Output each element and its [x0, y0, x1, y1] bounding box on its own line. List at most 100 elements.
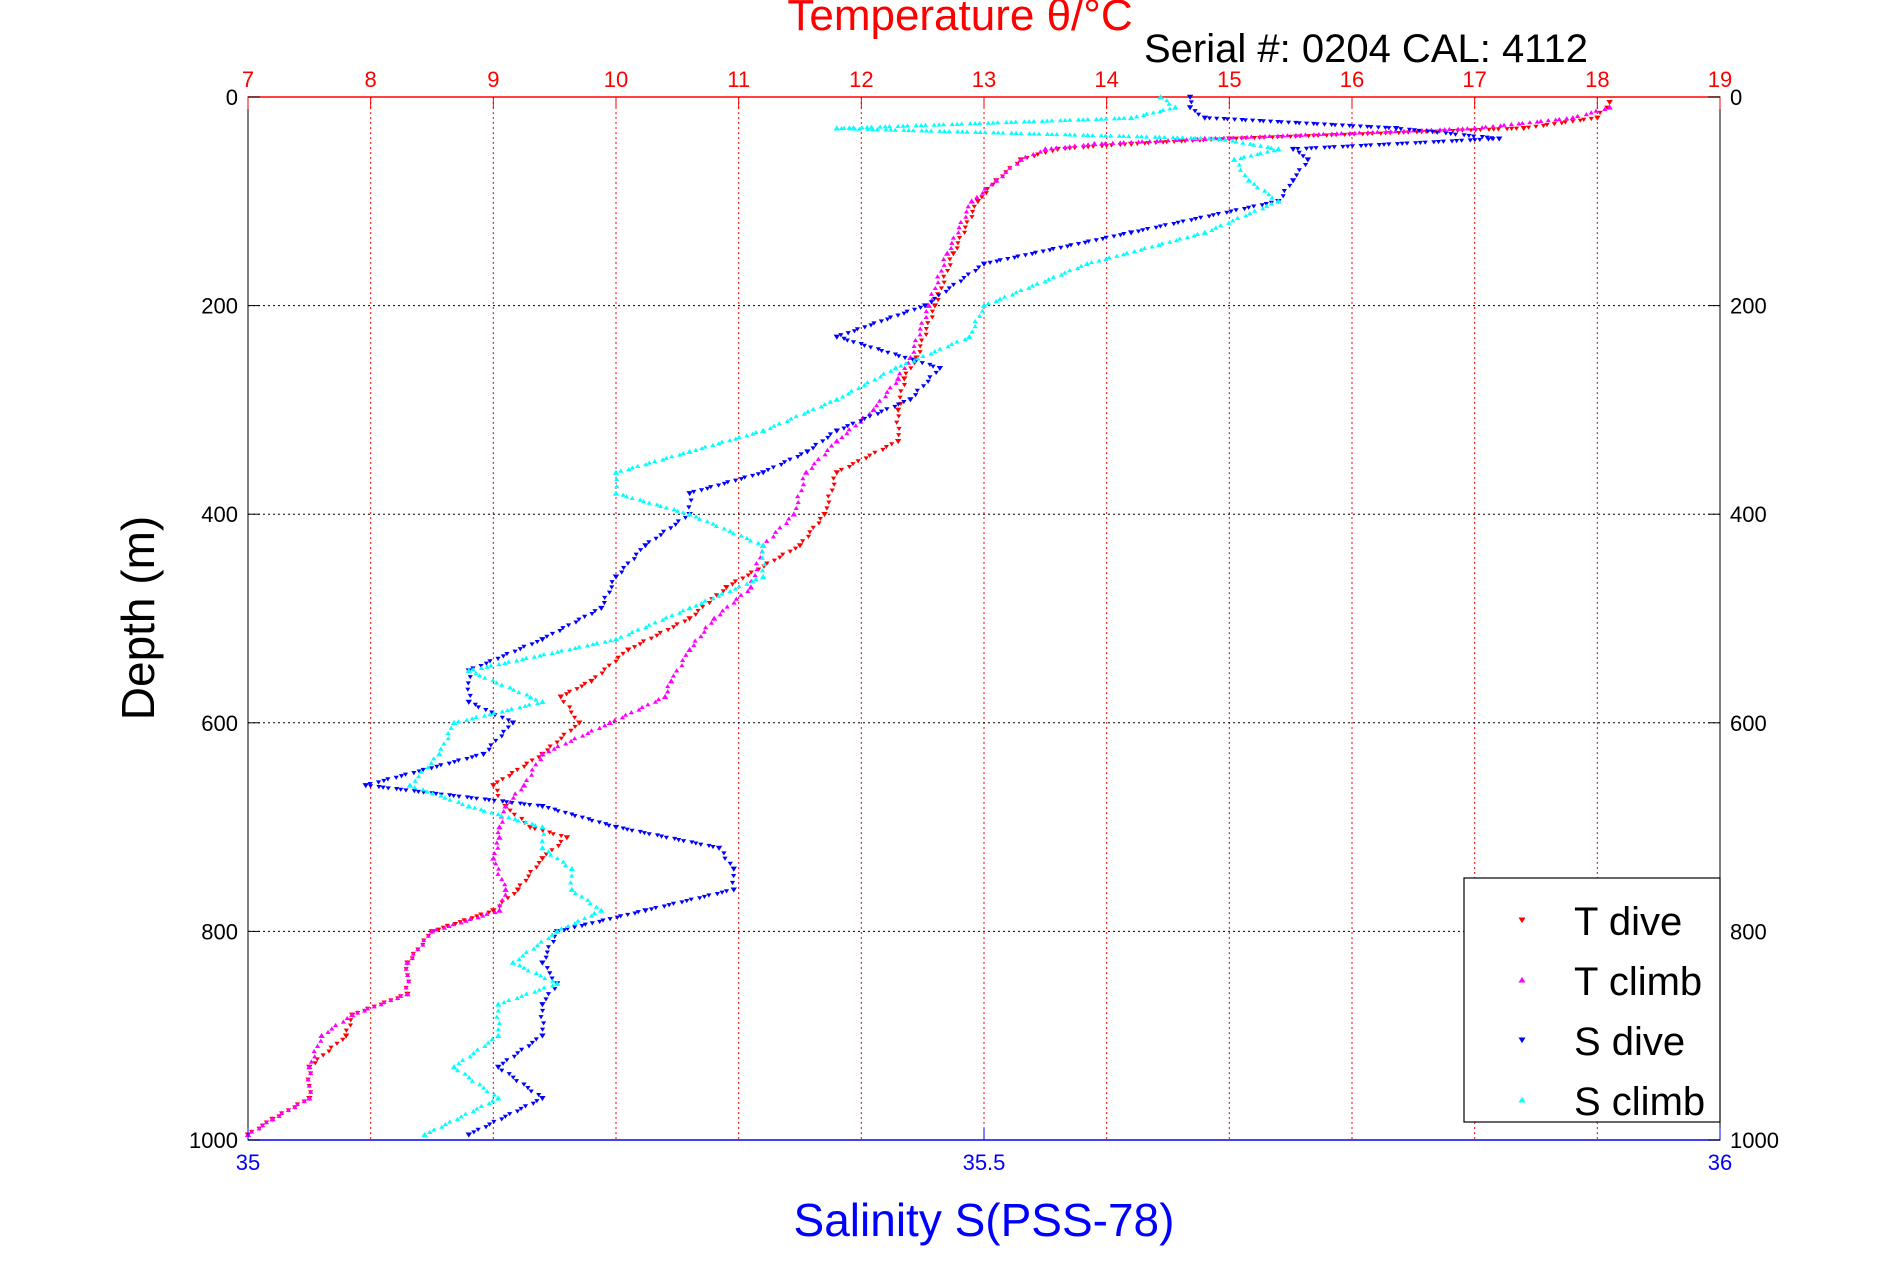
data-point [499, 682, 505, 687]
data-point [1054, 131, 1060, 137]
data-point [347, 1023, 354, 1028]
data-point [579, 894, 585, 899]
data-point [504, 1058, 510, 1063]
data-point [660, 457, 666, 462]
data-point [838, 333, 844, 338]
data-point [575, 918, 581, 923]
data-point [846, 427, 852, 432]
data-point [495, 1095, 502, 1101]
data-point [935, 297, 941, 303]
data-point [545, 992, 552, 997]
data-point [896, 433, 902, 438]
data-point [420, 767, 426, 773]
data-point [394, 787, 400, 792]
data-point [469, 755, 475, 760]
data-point [1240, 140, 1246, 145]
data-point [1278, 120, 1284, 125]
data-point [880, 371, 887, 376]
data-point [1556, 116, 1562, 121]
data-point [1067, 268, 1073, 273]
data-point [1128, 139, 1134, 145]
data-point [525, 968, 531, 973]
data-point [676, 838, 682, 843]
data-point [1098, 116, 1104, 121]
salinity-tick-label: 35 [236, 1150, 260, 1175]
data-point [380, 785, 386, 790]
data-point [813, 442, 819, 448]
data-point [569, 812, 575, 817]
data-point [565, 623, 572, 628]
data-point [962, 336, 968, 342]
data-point [1455, 126, 1461, 131]
data-point [433, 927, 439, 932]
data-point [597, 919, 603, 925]
data-point [500, 777, 506, 782]
data-point [710, 615, 718, 621]
data-point [969, 329, 975, 334]
data-point [1209, 227, 1215, 233]
data-point [491, 850, 498, 855]
data-point [1242, 172, 1248, 178]
data-point [487, 1122, 493, 1127]
data-point [544, 634, 550, 639]
data-point [1376, 143, 1382, 148]
data-point [1588, 110, 1594, 115]
data-point [517, 962, 523, 968]
data-point [495, 1008, 501, 1013]
data-point [495, 1001, 502, 1007]
data-point [637, 497, 643, 502]
data-point [1472, 138, 1478, 143]
data-point [490, 783, 497, 789]
data-point [533, 1037, 539, 1042]
data-point [1593, 108, 1599, 113]
data-point [675, 519, 681, 524]
data-point [588, 728, 595, 733]
data-point [478, 1103, 484, 1108]
data-point [1575, 113, 1581, 118]
data-point [1404, 141, 1410, 146]
data-point [962, 225, 968, 230]
data-point [977, 120, 983, 126]
data-point [555, 743, 561, 749]
data-point [1206, 116, 1213, 121]
data-point [509, 771, 515, 776]
data-point [572, 724, 578, 730]
data-point [1215, 211, 1221, 217]
data-point [777, 525, 783, 530]
data-point [637, 548, 644, 553]
data-point [793, 413, 799, 419]
data-point [993, 298, 999, 304]
data-point [730, 531, 736, 536]
data-point [1365, 130, 1371, 135]
data-point [671, 507, 677, 512]
data-point [928, 128, 934, 133]
data-point [465, 803, 472, 809]
data-point [1021, 119, 1027, 124]
data-point [340, 1037, 346, 1042]
data-point [710, 442, 716, 448]
data-point [967, 121, 973, 126]
data-point [1015, 254, 1021, 259]
data-point [438, 763, 444, 768]
data-point [367, 781, 373, 787]
data-point [466, 1075, 472, 1080]
data-point [780, 552, 786, 557]
data-point [473, 753, 479, 758]
data-point [1140, 228, 1146, 233]
data-point [388, 997, 394, 1003]
data-point [1152, 134, 1158, 139]
data-point [1534, 119, 1540, 124]
data-point [920, 384, 927, 389]
data-point [311, 1049, 317, 1054]
data-point [1167, 106, 1173, 111]
data-point [753, 576, 759, 582]
data-point [985, 120, 991, 125]
data-point [520, 953, 526, 958]
data-point [660, 529, 667, 534]
data-point [826, 500, 832, 505]
data-point [932, 285, 938, 291]
data-point [1156, 242, 1162, 247]
legend-marker [1518, 1096, 1526, 1103]
data-point [1188, 100, 1194, 105]
